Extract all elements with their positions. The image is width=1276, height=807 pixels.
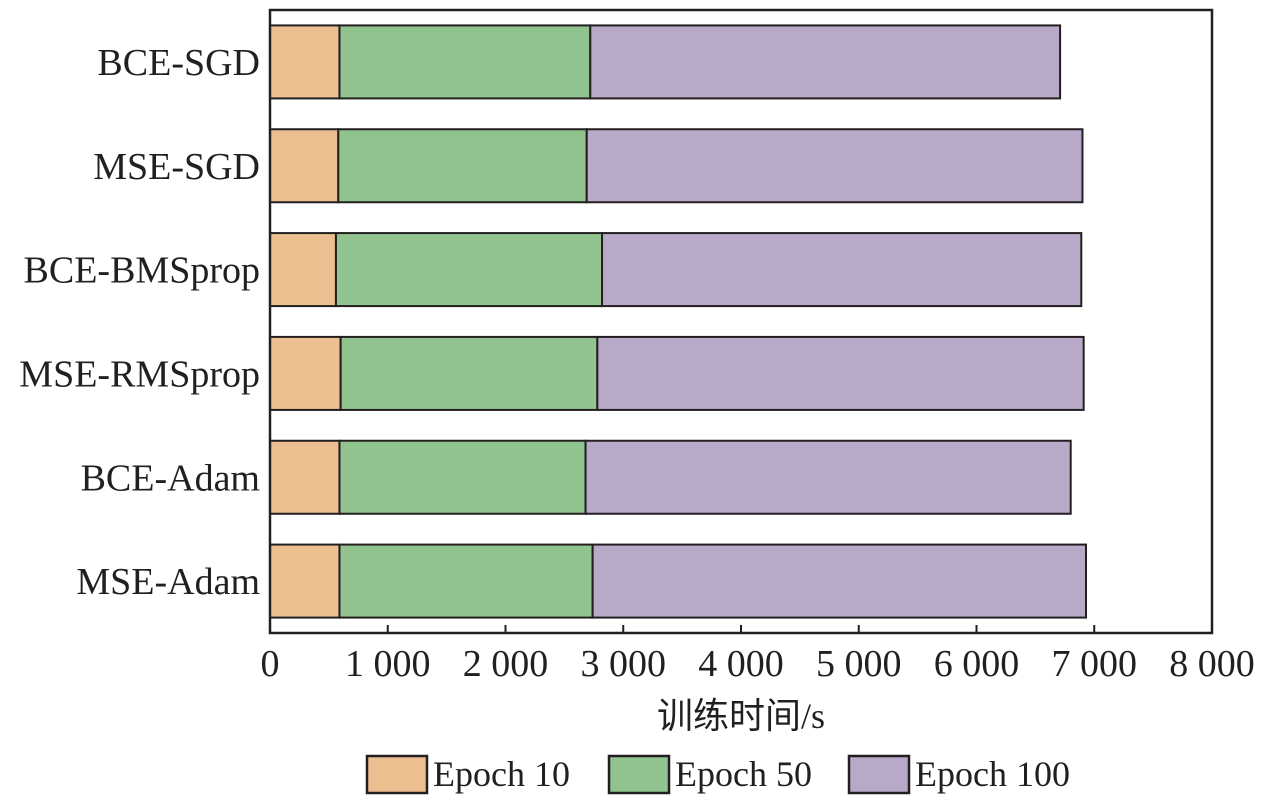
bar-bce-sgd-series-3 — [589, 24, 1062, 100]
category-label: MSE-Adam — [76, 561, 260, 603]
legend-swatch — [847, 754, 911, 795]
category-label: MSE-RMSprop — [19, 353, 260, 395]
legend: Epoch 10 Epoch 50 Epoch 100 — [365, 754, 1070, 795]
category-label: BCE-Adam — [81, 457, 260, 499]
x-tick-label: 0 — [261, 643, 280, 685]
bar-bce-bmsprop-series-3 — [601, 232, 1083, 308]
x-tick-label: 7 000 — [1052, 643, 1138, 685]
legend-label: Epoch 50 — [675, 754, 812, 794]
legend-swatch — [365, 754, 429, 795]
x-tick-label: 3 000 — [581, 643, 667, 685]
bar-bce-adam-series-1 — [269, 439, 341, 515]
category-label: BCE-BMSprop — [24, 250, 260, 292]
bar-bce-bmsprop-series-1 — [269, 232, 337, 308]
plot-frame — [268, 8, 1214, 635]
legend-label: Epoch 10 — [433, 754, 570, 794]
bar-bce-adam-series-3 — [584, 439, 1072, 515]
x-tick-label: 4 000 — [698, 643, 784, 685]
bar-bce-sgd-series-1 — [269, 24, 341, 100]
bar-mse-sgd-series-2 — [337, 128, 588, 204]
bar-bce-bmsprop-series-2 — [334, 232, 604, 308]
x-tick-label: 8 000 — [1169, 643, 1255, 685]
category-label: MSE-SGD — [93, 146, 260, 188]
x-tick-label: 5 000 — [816, 643, 902, 685]
bar-mse-adam-series-3 — [591, 543, 1088, 619]
x-tick-label: 6 000 — [934, 643, 1020, 685]
bar-mse-rmsprop-series-3 — [596, 335, 1085, 411]
bar-mse-rmsprop-series-1 — [269, 335, 342, 411]
x-axis: 0 1 000 2 000 3 000 4 000 5 000 6 000 7 000 8 00… — [261, 625, 1255, 685]
legend-label: Epoch 100 — [915, 754, 1070, 794]
bars-layer — [269, 24, 1088, 619]
category-label: BCE-SGD — [97, 42, 260, 84]
bar-bce-adam-series-2 — [338, 439, 587, 515]
legend-swatch — [607, 754, 671, 795]
x-tick-label: 2 000 — [463, 643, 549, 685]
bar-mse-sgd-series-3 — [585, 128, 1084, 204]
bar-mse-adam-series-2 — [338, 543, 594, 619]
x-tick-label: 1 000 — [345, 643, 431, 685]
x-axis-title: 训练时间/s — [657, 696, 825, 736]
bar-mse-rmsprop-series-2 — [339, 335, 599, 411]
bar-bce-sgd-series-2 — [338, 24, 592, 100]
bar-mse-sgd-series-1 — [269, 128, 340, 204]
bar-mse-adam-series-1 — [269, 543, 341, 619]
category-labels: BCE-SGD MSE-SGD BCE-BMSprop MSE-RMSprop BCE-… — [19, 42, 260, 603]
